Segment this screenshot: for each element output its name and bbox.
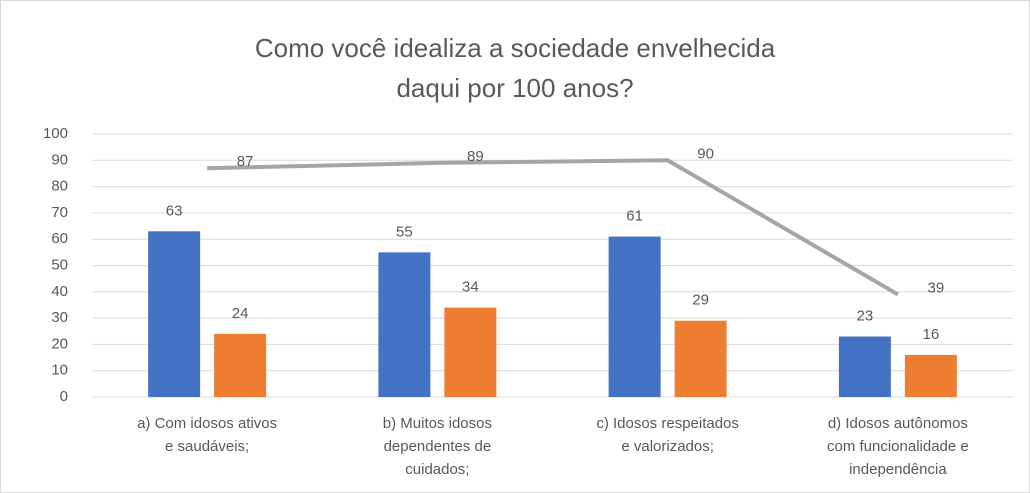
bar (674, 320, 727, 397)
y-tick-label: 90 (51, 151, 68, 168)
y-tick-label: 50 (51, 256, 68, 273)
y-tick-label: 0 (60, 388, 68, 405)
data-label: 90 (697, 145, 714, 162)
y-tick-label: 10 (51, 362, 68, 379)
line (207, 158, 899, 297)
y-tick-label: 80 (51, 178, 68, 195)
x-tick-label: c) Idosos respeitados e valorizados; (596, 415, 739, 455)
data-label: 89 (467, 148, 484, 165)
chart-title: Como você idealiza a sociedade envelheci… (255, 33, 776, 103)
data-label: 63 (166, 202, 183, 219)
x-tick-label: b) Muitos idosos dependentes de cuidados; (383, 415, 492, 478)
data-label: 61 (626, 208, 643, 225)
bar (444, 307, 497, 397)
y-tick-label: 60 (51, 230, 68, 247)
y-tick-label: 70 (51, 204, 68, 221)
x-tick-label: a) Com idosos ativos e saudáveis; (137, 415, 277, 455)
data-label: 16 (923, 326, 940, 343)
data-label: 29 (692, 292, 709, 309)
y-tick-label: 30 (51, 309, 68, 326)
data-label: 34 (462, 279, 479, 296)
data-label: 39 (928, 279, 945, 296)
y-tick-label: 20 (51, 335, 68, 352)
data-label: 23 (857, 307, 874, 324)
bar (378, 252, 431, 397)
y-tick-label: 100 (43, 125, 68, 142)
bar (148, 231, 201, 397)
data-label: 87 (237, 153, 254, 170)
y-tick-label: 40 (51, 283, 68, 300)
bar (904, 354, 957, 397)
bar (838, 336, 891, 397)
data-label: 55 (396, 223, 413, 240)
bar (214, 333, 267, 397)
data-label: 24 (232, 305, 249, 322)
bar (608, 236, 661, 397)
